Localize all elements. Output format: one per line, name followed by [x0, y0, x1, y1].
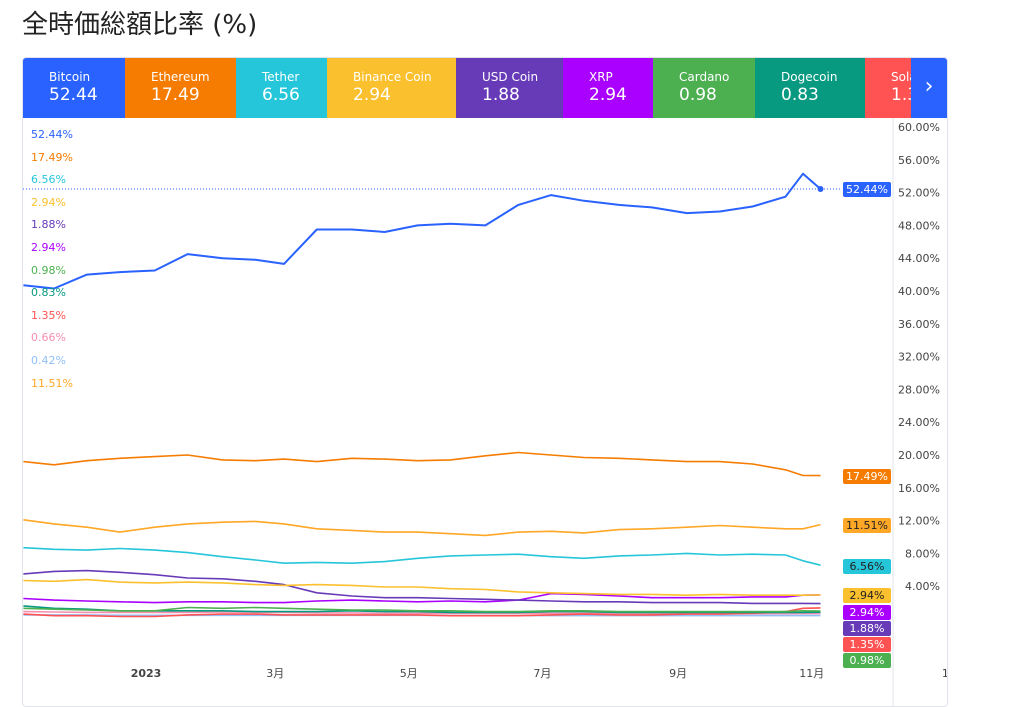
tab-value: 2.94	[589, 85, 627, 105]
series-line	[23, 569, 821, 605]
price-badge	[843, 621, 891, 636]
tab-cardano[interactable]: Cardano 0.98	[653, 58, 755, 118]
legend-value: 2.94%	[31, 241, 66, 254]
page-title: 全時価総額比率 (%)	[22, 10, 258, 40]
tab-value: 1.88	[482, 85, 520, 105]
y-tick-label: 4.00%	[905, 580, 940, 593]
legend-value: 0.83%	[31, 286, 66, 300]
price-badge	[843, 182, 891, 197]
dominance-line-chart: 60.00% 56.00% 52.00% 48.00% 44.00% 40.00% 36.0…	[23, 118, 948, 706]
tab-name: Bitcoin	[49, 70, 91, 84]
price-badge-label: 1.35%	[850, 638, 885, 651]
tab-name: Ethereum	[151, 70, 210, 84]
series-line	[23, 172, 822, 290]
x-tick-label: 9月	[669, 667, 687, 680]
tab-name: XRP	[589, 70, 613, 84]
legend-value: 0.42%	[31, 354, 66, 367]
price-badge-label: 6.56%	[850, 560, 885, 573]
coin-tabs: Bitcoin 52.44 Ethereum 17.49 Tether 6.56 Binan…	[23, 58, 947, 118]
tab-tether[interactable]: Tether 6.56	[236, 58, 327, 118]
tab-value: 1.3	[891, 85, 913, 105]
price-badge-label: 2.94%	[850, 606, 885, 619]
tab-value: 17.49	[151, 85, 200, 105]
tab-name: Cardano	[679, 70, 730, 84]
y-tick-label: 16.00%	[898, 482, 940, 495]
series-line	[23, 607, 821, 618]
y-tick-label: 36.00%	[898, 318, 940, 331]
tab-value: 2.94	[353, 85, 391, 105]
tab-name: Tether	[262, 70, 300, 84]
series-line	[23, 451, 821, 477]
y-tick-label: 60.00%	[898, 121, 940, 134]
dominance-chart-panel: 60.00% 56.00% 52.00% 48.00% 44.00% 40.00% 36.0…	[22, 57, 948, 707]
last-point-marker	[817, 185, 824, 192]
legend-value: 0.66%	[31, 331, 66, 345]
price-badge	[843, 518, 891, 533]
legend-value: 1.88%	[31, 218, 66, 232]
legend-value: 6.56%	[31, 173, 66, 187]
y-tick-label: 24.00%	[898, 416, 940, 429]
price-badge-label: 1.88%	[850, 622, 885, 635]
x-tick-label: 2023	[131, 667, 162, 680]
y-tick-label: 12.00%	[898, 515, 940, 528]
tab-name: Dogecoin	[781, 70, 838, 84]
x-tick-label: 3月	[266, 667, 284, 680]
tab-value: 52.44	[49, 85, 98, 105]
price-badge-label: 11.51%	[846, 519, 888, 532]
tab-ethereum[interactable]: Ethereum 17.49	[125, 58, 236, 118]
y-tick-label: 20.00%	[898, 449, 940, 462]
x-tick-label: 5月	[400, 667, 418, 680]
tab-sola[interactable]: Sola1.3	[865, 58, 913, 118]
series-line	[23, 546, 821, 566]
legend-value: 1.35%	[31, 308, 66, 322]
series-line	[23, 519, 821, 537]
tab-name: USD Coin	[482, 70, 539, 84]
x-tick-label: 1	[942, 667, 948, 680]
legend-value: 2.94%	[31, 195, 66, 209]
price-badge	[843, 588, 891, 603]
price-badge-label: 52.44%	[846, 183, 888, 196]
price-badge	[843, 653, 891, 668]
price-badge-label: 0.98%	[850, 654, 885, 667]
price-badge	[843, 469, 891, 484]
series-line	[23, 592, 821, 604]
price-badge	[843, 605, 891, 620]
y-tick-label: 48.00%	[898, 219, 940, 232]
tab-value: 0.98	[679, 85, 717, 105]
legend-value: 17.49%	[31, 150, 73, 164]
price-badge	[843, 559, 891, 574]
x-tick-label: 11月	[799, 667, 824, 680]
price-badge	[843, 637, 891, 652]
y-tick-label: 56.00%	[898, 154, 940, 167]
y-tick-label: 28.00%	[898, 383, 940, 396]
chevron-right-icon: ›	[924, 74, 934, 99]
series-line	[23, 578, 821, 597]
x-tick-label: 7月	[533, 667, 551, 680]
y-tick-label: 52.00%	[898, 187, 940, 200]
legend-value: 11.51%	[31, 376, 73, 390]
tab-xrp[interactable]: XRP 2.94	[563, 58, 653, 118]
tab-usd-coin[interactable]: USD Coin 1.88	[456, 58, 563, 118]
next-tabs-button[interactable]: ›	[911, 58, 947, 118]
series-line	[23, 606, 821, 613]
y-tick-label: 32.00%	[898, 351, 940, 364]
y-tick-label: 40.00%	[898, 285, 940, 298]
tab-bitcoin[interactable]: Bitcoin 52.44	[23, 58, 125, 118]
legend-value: 0.98%	[31, 263, 66, 277]
y-tick-label: 44.00%	[898, 252, 940, 265]
price-badge-label: 17.49%	[846, 470, 888, 483]
tab-dogecoin[interactable]: Dogecoin 0.83	[755, 58, 865, 118]
legend-value: 52.44%	[31, 128, 73, 141]
price-badge-label: 2.94%	[850, 589, 885, 602]
tab-value: 0.83	[781, 85, 819, 105]
tab-name: Sola	[891, 70, 913, 84]
tab-name: Binance Coin	[353, 70, 432, 84]
tab-binance-coin[interactable]: Binance Coin 2.94	[327, 58, 456, 118]
y-tick-label: 8.00%	[905, 547, 940, 560]
tab-value: 6.56	[262, 85, 300, 105]
